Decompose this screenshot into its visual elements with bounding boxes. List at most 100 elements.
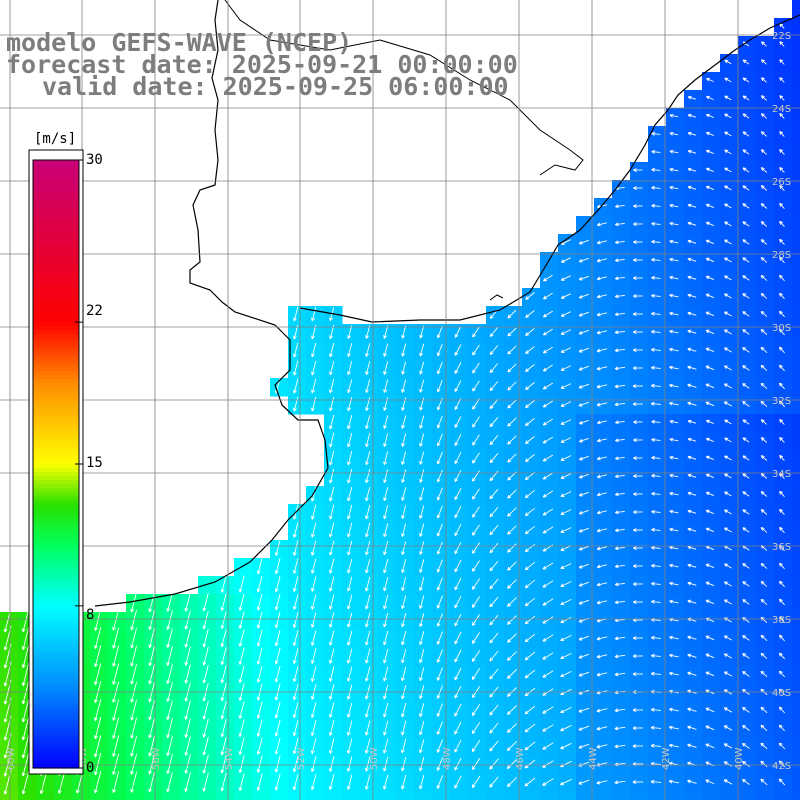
wind-arrow (669, 563, 679, 568)
field-cell (144, 720, 163, 739)
field-cell (540, 360, 559, 379)
field-cell (684, 558, 703, 577)
field-cell (792, 576, 800, 595)
field-cell (720, 126, 739, 145)
colorbar-segment (33, 228, 79, 234)
wind-arrow (436, 505, 443, 519)
field-cell (432, 666, 451, 685)
field-cell (468, 414, 487, 433)
wind-arrow (650, 653, 661, 658)
field-cell (666, 558, 685, 577)
field-cell (558, 234, 577, 253)
field-cell (486, 612, 505, 631)
wind-arrow (687, 581, 697, 586)
wind-arrow (742, 293, 750, 299)
field-cell (324, 666, 343, 685)
wind-arrow (364, 738, 371, 754)
field-cell (540, 540, 559, 559)
field-cell (648, 126, 667, 145)
wind-arrow (687, 347, 697, 352)
wind-arrow (578, 527, 589, 533)
wind-arrow (687, 365, 697, 370)
field-cell (180, 630, 199, 649)
field-cell (630, 558, 649, 577)
wind-arrow (401, 361, 407, 375)
wind-arrow (651, 275, 661, 280)
wind-arrow (329, 486, 335, 502)
field-cell (612, 198, 631, 217)
wind-arrow (21, 661, 30, 687)
field-cell (720, 522, 739, 541)
field-cell (612, 540, 631, 559)
field-cell (432, 576, 451, 595)
wind-arrow (669, 437, 679, 442)
wind-arrow (651, 293, 661, 298)
field-cell (396, 720, 415, 739)
wind-arrow (669, 365, 679, 370)
wind-arrow (705, 221, 714, 227)
wind-arrow (94, 609, 102, 631)
field-cell (576, 288, 595, 307)
wind-arrow (148, 735, 156, 757)
field-cell (414, 324, 433, 343)
wind-arrow (238, 593, 245, 611)
wind-arrow (778, 364, 785, 372)
field-cell (108, 630, 127, 649)
field-cell (720, 648, 739, 667)
colorbar-segment (33, 281, 79, 287)
field-cell (450, 468, 469, 487)
field-cell (504, 450, 523, 469)
field-cell (486, 774, 505, 793)
field-cell (342, 378, 361, 397)
wind-arrow (328, 576, 335, 592)
wind-arrow (256, 611, 263, 629)
wind-arrow (329, 342, 335, 358)
wind-arrow (669, 527, 679, 532)
colorbar-segment (33, 711, 79, 716)
wind-arrow (578, 275, 590, 281)
field-cell (504, 396, 523, 415)
wind-arrow (633, 420, 643, 425)
field-cell (432, 720, 451, 739)
field-cell (468, 396, 487, 415)
field-cell (378, 648, 397, 667)
colorbar-segment (33, 565, 79, 570)
field-cell (702, 198, 721, 217)
wind-arrow (614, 780, 626, 785)
field-cell (414, 486, 433, 505)
field-cell (648, 396, 667, 415)
wind-arrow (329, 450, 335, 466)
field-cell (558, 630, 577, 649)
wind-arrow (597, 420, 607, 425)
field-cell (666, 648, 685, 667)
wind-arrow (112, 717, 120, 739)
wind-arrow (669, 653, 679, 658)
wind-arrow (130, 609, 138, 631)
wind-arrow (687, 131, 697, 136)
colorbar-segment (33, 634, 79, 639)
field-cell (270, 576, 289, 595)
field-cell (252, 738, 271, 757)
field-cell (180, 684, 199, 703)
wind-arrow (596, 528, 608, 533)
field-cell (792, 54, 800, 73)
wind-arrow (364, 756, 371, 772)
wind-arrow (724, 509, 732, 515)
wind-arrow (507, 453, 517, 463)
colorbar-tick-8: 8 (86, 607, 95, 623)
field-cell (432, 774, 451, 793)
wind-arrow (542, 310, 553, 318)
field-cell (432, 522, 451, 541)
field-cell (684, 522, 703, 541)
field-cell (594, 198, 613, 217)
colorbar-unit: [m/s] (34, 131, 77, 147)
wind-arrow (705, 581, 715, 587)
wind-arrow (436, 325, 443, 339)
field-cell (360, 450, 379, 469)
field-cell (486, 414, 505, 433)
field-cell (108, 738, 127, 757)
field-cell (666, 396, 685, 415)
field-cell (108, 702, 127, 721)
field-cell (612, 576, 631, 595)
field-cell (612, 180, 631, 199)
